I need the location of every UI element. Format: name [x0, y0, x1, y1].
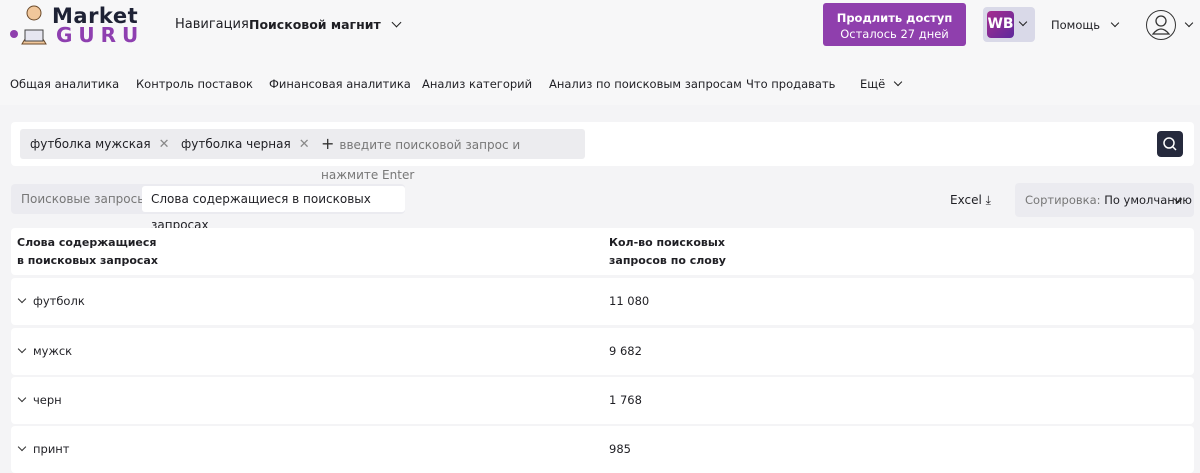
table-row[interactable]: мужск 9 682 [11, 328, 1194, 375]
tab-search-queries[interactable]: Поисковые запросы [21, 192, 147, 206]
search-icon [1163, 137, 1177, 151]
chip-label: футболка мужская [30, 137, 151, 151]
expand-chevron-icon[interactable] [17, 294, 27, 304]
guru-mascot-icon [10, 5, 47, 45]
table-row[interactable]: футболк 11 080 [11, 278, 1194, 325]
excel-export-button[interactable]: Excel ⤓ [950, 193, 991, 208]
help-dropdown[interactable]: Помощь [1051, 18, 1119, 32]
excel-label: Excel [950, 193, 982, 207]
logo-text-guru: GURU [56, 23, 145, 47]
table-row[interactable]: принт 985 [11, 426, 1194, 473]
column-header-count[interactable]: Кол-во поисковых запросов по слову [609, 236, 726, 267]
user-avatar[interactable] [1146, 10, 1176, 40]
count-cell: 11 080 [609, 294, 650, 308]
user-menu-chevron-icon[interactable] [1184, 18, 1194, 28]
help-label: Помощь [1051, 18, 1101, 32]
navigation-label: Навигация [175, 17, 249, 32]
sort-dropdown[interactable]: Сортировка: По умолчанию [1015, 183, 1194, 217]
wb-logo: WB [987, 11, 1014, 38]
expand-chevron-icon[interactable] [17, 393, 27, 403]
plus-icon: + [321, 134, 335, 153]
sort-value: По умолчанию [1104, 193, 1192, 207]
word-cell: черн [33, 393, 62, 407]
search-bar: футболка мужская ✕ футболка черная ✕ + введ… [11, 122, 1194, 182]
nav-item-what-to-sell[interactable]: Что продавать [746, 77, 836, 91]
navigation-value: Поисковой магнит [249, 17, 381, 32]
expand-chevron-icon[interactable] [17, 344, 27, 354]
search-button[interactable] [1157, 131, 1183, 157]
chevron-down-icon [1018, 17, 1028, 27]
user-icon [1151, 15, 1171, 35]
chevron-down-icon [1110, 18, 1119, 28]
word-cell: футболк [33, 294, 85, 308]
nav-item-categories[interactable]: Анализ категорий [422, 77, 533, 91]
navigation-dropdown[interactable]: Поисковой магнит [249, 17, 402, 32]
word-cell: мужск [33, 344, 73, 358]
logo-text-market: Market [52, 4, 139, 28]
download-icon: ⤓ [985, 193, 991, 207]
marketplace-selector[interactable]: WB [983, 7, 1035, 42]
close-icon[interactable]: ✕ [298, 137, 310, 152]
count-cell: 9 682 [609, 344, 642, 358]
logo[interactable]: Market GURU [8, 2, 139, 47]
promo-title: Продлить доступ [836, 11, 953, 25]
sort-label: Сортировка: [1025, 193, 1101, 207]
table-row[interactable]: черн 1 768 [11, 377, 1194, 424]
table-header: Слова содержащиеся в поисковых запросах … [11, 228, 1194, 275]
search-placeholder: введите поисковой запрос и нажмите Enter [321, 138, 521, 182]
chip-label: футболка черная [181, 137, 291, 151]
nav-item-finance[interactable]: Финансовая аналитика [269, 77, 411, 91]
word-cell: принт [33, 442, 70, 456]
chevron-down-icon [391, 17, 402, 28]
nav-item-general[interactable]: Общая аналитика [10, 77, 120, 91]
count-cell: 1 768 [609, 393, 642, 407]
extend-access-button[interactable]: Продлить доступ Осталось 27 дней [823, 3, 966, 46]
query-chip: футболка черная ✕ [171, 129, 320, 159]
count-cell: 985 [609, 442, 631, 456]
nav-item-search-queries[interactable]: Анализ по поисковым запросам [549, 77, 742, 91]
expand-chevron-icon[interactable] [17, 442, 27, 452]
tab-words-in-queries[interactable]: Слова содержащиеся в поисковых запросах [142, 186, 405, 232]
chevron-down-icon [893, 77, 903, 87]
view-tabs: Поисковые запросы Слова содержащиеся в п… [11, 184, 405, 232]
close-icon[interactable]: ✕ [158, 137, 170, 152]
query-chip: футболка мужская ✕ [20, 129, 180, 159]
header: Market GURU Навигация Поисковой магнит П… [0, 0, 1200, 50]
nav-item-supply[interactable]: Контроль поставок [136, 77, 253, 91]
promo-days-left: Осталось 27 дней [840, 27, 949, 41]
column-header-words[interactable]: Слова содержащиеся в поисковых запросах [17, 236, 158, 267]
nav-item-more[interactable]: Ещё [860, 77, 903, 91]
more-label: Ещё [860, 77, 886, 91]
search-input[interactable]: + введите поисковой запрос и нажмите Ente… [311, 129, 585, 182]
main-nav: Общая аналитика Контроль поставок Финанс… [0, 50, 1200, 105]
